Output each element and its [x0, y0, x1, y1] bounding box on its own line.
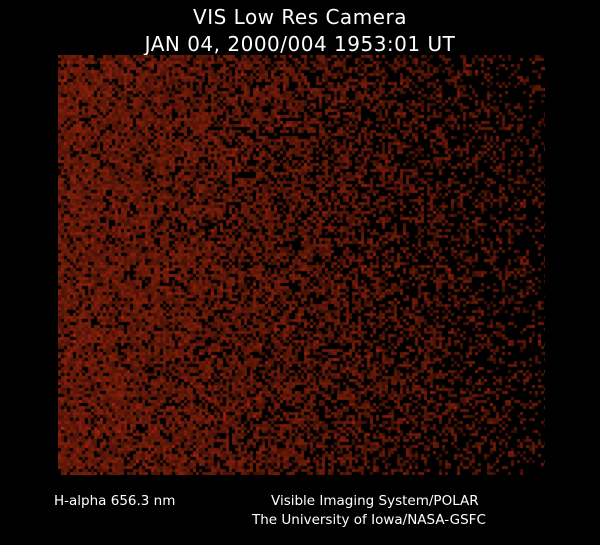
- image-title: VIS Low Res Camera: [193, 5, 407, 29]
- instrument-label: Visible Imaging System/POLAR: [271, 493, 479, 509]
- filter-label: H-alpha 656.3 nm: [54, 493, 176, 509]
- institution-label: The University of Iowa/NASA-GSFC: [252, 512, 486, 528]
- image-timestamp: JAN 04, 2000/004 1953:01 UT: [144, 32, 456, 56]
- camera-image: [58, 55, 545, 475]
